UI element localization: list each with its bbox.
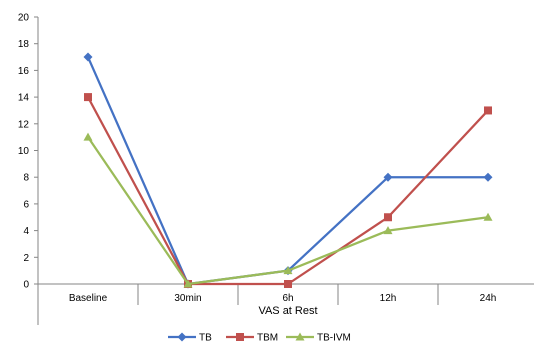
- x-tick-label: 6h: [282, 293, 293, 304]
- y-tick-label: 14: [18, 93, 30, 104]
- data-point: [183, 279, 193, 288]
- data-point: [84, 93, 92, 102]
- x-tick-label: Baseline: [69, 293, 108, 304]
- x-tick-label: 30min: [174, 293, 201, 304]
- data-point: [83, 52, 93, 62]
- x-tick-label: 12h: [380, 293, 397, 304]
- x-tick-label: 24h: [480, 293, 497, 304]
- legend: TB TBM TB-IVM: [168, 332, 351, 344]
- data-point: [483, 172, 493, 182]
- legend-marker: [177, 332, 187, 342]
- data-point: [483, 212, 493, 221]
- series-tbm: [84, 93, 492, 288]
- legend-marker: [295, 332, 305, 341]
- legend-item: TBM: [226, 333, 278, 344]
- y-tick-label: 4: [23, 226, 29, 237]
- legend-item: TB: [168, 332, 212, 344]
- legend-marker: [236, 333, 244, 341]
- y-tick-label: 2: [23, 253, 29, 264]
- series-tb-ivm: [83, 132, 493, 288]
- x-axis-title: VAS at Rest: [258, 305, 317, 317]
- legend-item: TB-IVM: [286, 332, 351, 344]
- data-point: [484, 106, 492, 115]
- y-tick-label: 18: [18, 39, 30, 50]
- y-tick-label: 6: [23, 199, 29, 210]
- y-tick-label: 20: [18, 13, 30, 24]
- data-point: [83, 132, 93, 141]
- y-tick-label: 16: [18, 66, 30, 77]
- data-point: [383, 226, 393, 235]
- legend-label: TB-IVM: [317, 333, 351, 344]
- y-tick-label: 0: [23, 280, 29, 291]
- y-tick-label: 10: [18, 146, 30, 157]
- legend-label: TBM: [257, 333, 278, 344]
- data-point: [283, 266, 293, 275]
- y-axis-ticks: 0 2 4 6 8 10 12 14 16 18 20: [18, 13, 39, 291]
- series-line: [86, 56, 488, 286]
- series-group: [83, 52, 493, 289]
- legend-label: TB: [199, 333, 212, 344]
- data-point: [383, 172, 393, 182]
- data-point: [284, 280, 292, 288]
- y-tick-label: 12: [18, 119, 30, 130]
- y-tick-label: 8: [23, 173, 29, 184]
- data-point: [384, 213, 392, 222]
